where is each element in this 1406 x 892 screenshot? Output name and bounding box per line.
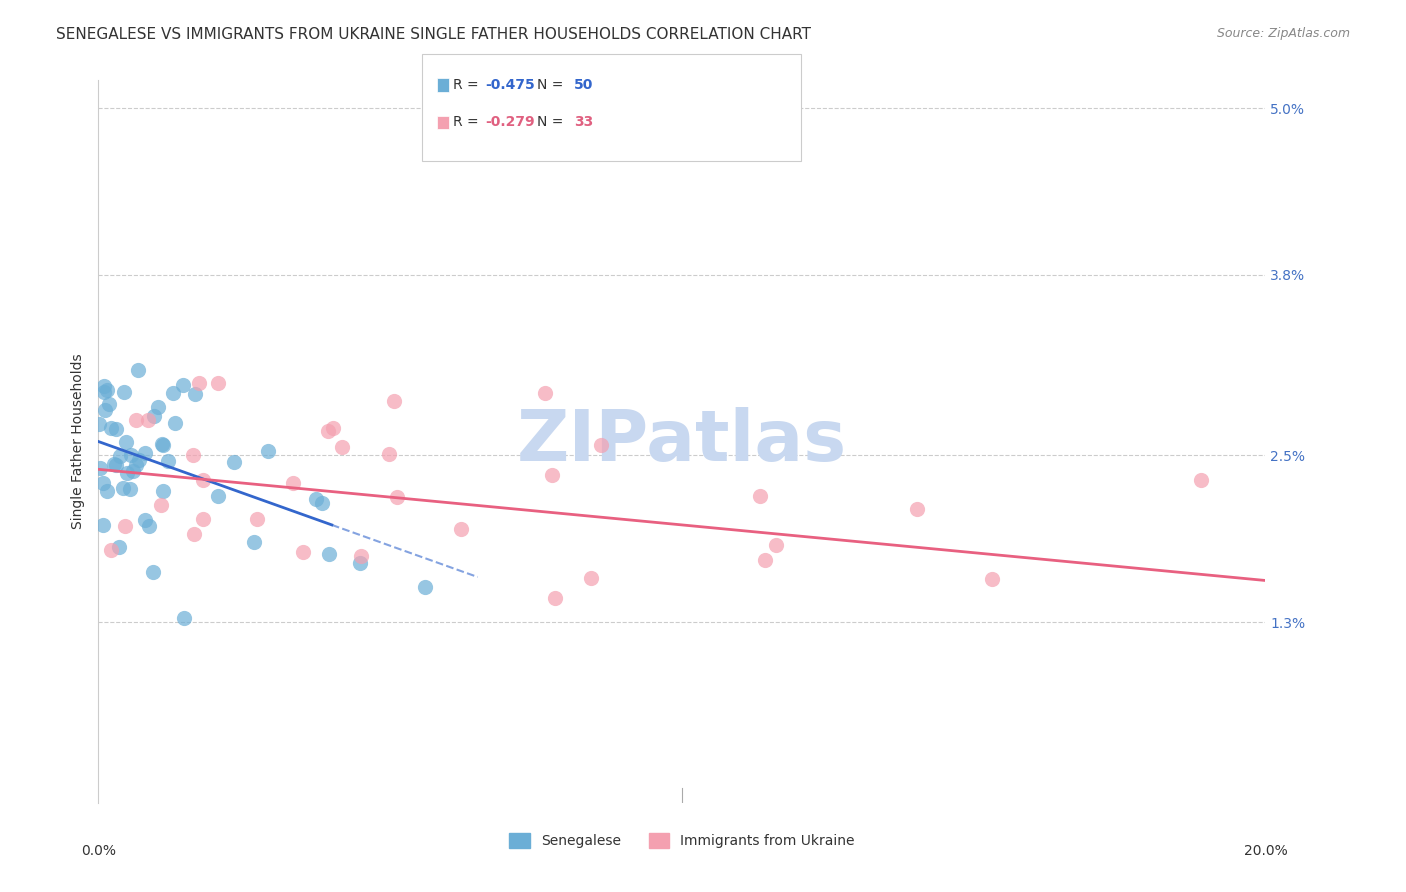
Point <box>115 434 138 449</box>
Text: 0.0%: 0.0% <box>82 845 115 858</box>
Point <box>191 512 214 526</box>
Point <box>138 519 160 533</box>
Point <box>142 565 165 579</box>
Point <box>183 527 205 541</box>
Point <box>93 384 115 399</box>
Point <box>1189 473 1212 487</box>
Point <box>305 492 328 507</box>
Point <box>93 379 115 393</box>
Point <box>114 518 136 533</box>
Point <box>163 416 186 430</box>
Y-axis label: Single Father Households: Single Father Households <box>70 354 84 529</box>
Point <box>91 476 114 491</box>
Point <box>292 545 315 559</box>
Point <box>134 446 156 460</box>
Point <box>124 412 146 426</box>
Point <box>246 512 269 526</box>
Text: SENEGALESE VS IMMIGRANTS FROM UKRAINE SINGLE FATHER HOUSEHOLDS CORRELATION CHART: SENEGALESE VS IMMIGRANTS FROM UKRAINE SI… <box>56 27 811 42</box>
Point <box>127 363 149 377</box>
Point <box>128 453 150 467</box>
Point <box>207 376 229 390</box>
Text: R =: R = <box>453 78 482 92</box>
Point <box>143 409 166 424</box>
Point <box>152 484 174 499</box>
Point <box>96 484 118 499</box>
Point <box>146 400 169 414</box>
Point <box>749 489 772 503</box>
Point <box>100 543 122 558</box>
Point <box>450 522 472 536</box>
Point <box>541 468 564 483</box>
Point <box>413 580 436 594</box>
Point <box>172 377 194 392</box>
Point <box>579 571 602 585</box>
Point <box>111 481 134 495</box>
Point <box>93 402 115 417</box>
Point <box>191 473 214 487</box>
Text: N =: N = <box>537 115 568 129</box>
Point <box>981 572 1004 586</box>
Point <box>150 437 173 451</box>
Point <box>104 458 127 472</box>
Point <box>87 417 110 431</box>
Point <box>318 547 340 561</box>
Point <box>152 437 174 451</box>
Point <box>91 518 114 533</box>
Point <box>108 449 131 463</box>
Point <box>591 438 613 452</box>
Point <box>108 540 131 554</box>
Point <box>316 424 339 438</box>
Point <box>100 420 122 434</box>
Point <box>120 448 142 462</box>
Point <box>243 535 266 549</box>
Point <box>112 384 135 399</box>
Text: 50: 50 <box>574 78 593 92</box>
Point <box>350 549 373 563</box>
Point <box>311 496 333 510</box>
Point <box>104 422 127 436</box>
Point <box>385 490 408 504</box>
Point <box>322 420 344 434</box>
Text: N =: N = <box>537 78 568 92</box>
Point <box>120 482 142 496</box>
Point <box>103 457 125 471</box>
Point <box>98 397 121 411</box>
Point <box>156 454 179 468</box>
Point <box>544 591 567 605</box>
Point <box>281 475 304 490</box>
Text: -0.279: -0.279 <box>485 115 534 129</box>
Text: 33: 33 <box>574 115 593 129</box>
Text: -0.475: -0.475 <box>485 78 534 92</box>
Point <box>150 498 173 512</box>
Point <box>162 386 184 401</box>
Point <box>349 556 371 570</box>
Point <box>89 460 111 475</box>
Legend: Senegalese, Immigrants from Ukraine: Senegalese, Immigrants from Ukraine <box>503 828 860 854</box>
Point <box>332 441 354 455</box>
Point <box>184 387 207 401</box>
Text: R =: R = <box>453 115 482 129</box>
Text: 20.0%: 20.0% <box>1243 845 1288 858</box>
Point <box>256 444 278 458</box>
Point <box>207 490 229 504</box>
Point <box>754 553 776 567</box>
Point <box>534 386 557 401</box>
Point <box>173 610 195 624</box>
Point <box>125 458 148 473</box>
Point <box>378 447 401 461</box>
Point <box>96 384 118 398</box>
Point <box>765 538 787 552</box>
Point <box>134 512 156 526</box>
Point <box>187 376 209 390</box>
Point <box>115 466 138 480</box>
Point <box>905 501 928 516</box>
Text: ZIPatlas: ZIPatlas <box>517 407 846 476</box>
Text: Source: ZipAtlas.com: Source: ZipAtlas.com <box>1216 27 1350 40</box>
Point <box>136 413 159 427</box>
Point <box>224 455 246 469</box>
Point <box>382 393 405 408</box>
Point <box>181 448 204 462</box>
Point <box>122 464 145 478</box>
